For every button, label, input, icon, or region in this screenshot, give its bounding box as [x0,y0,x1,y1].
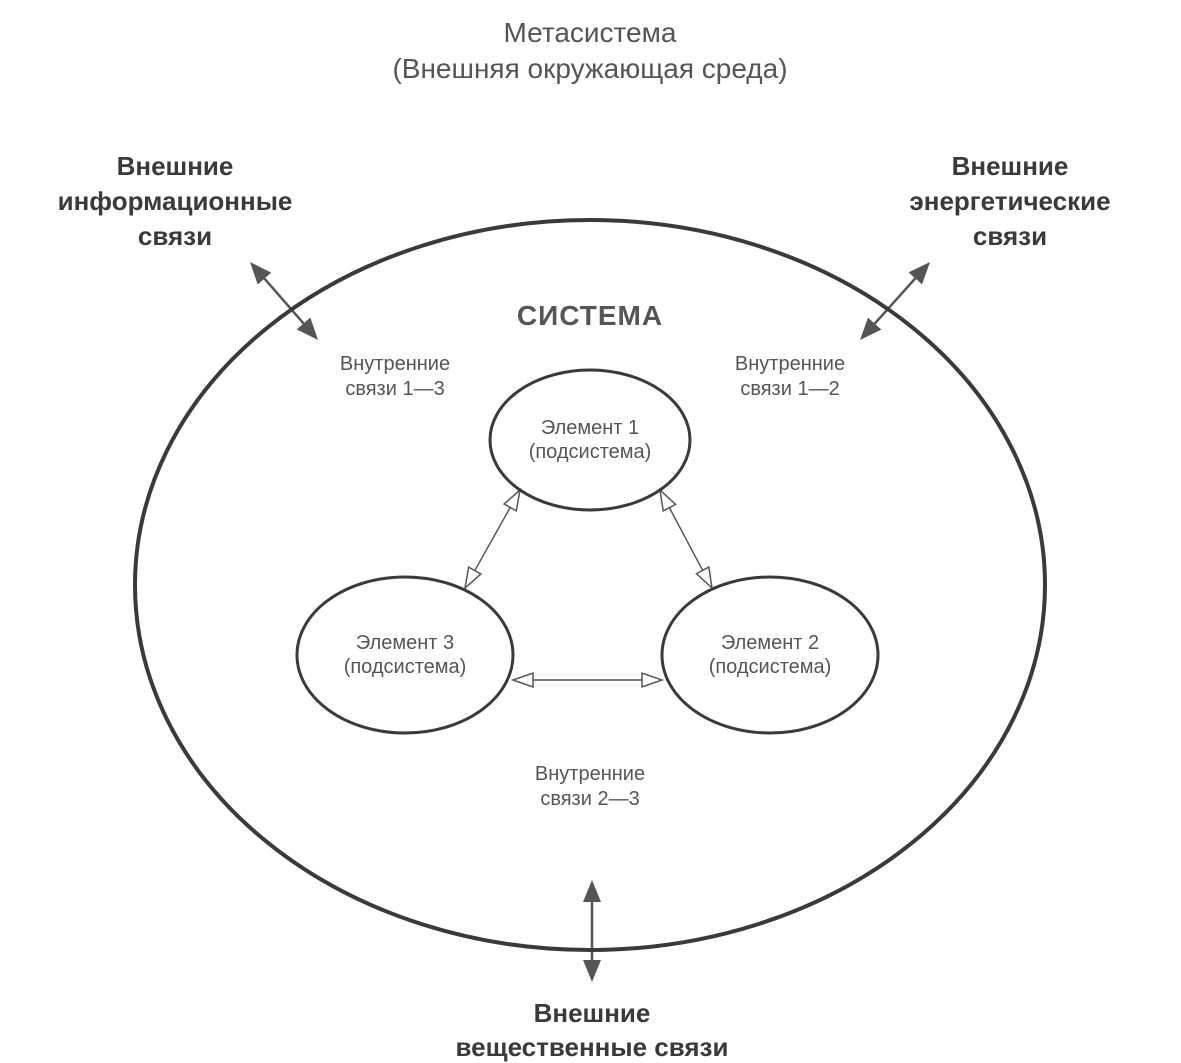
element-label: Элемент 3 [356,632,454,654]
internal-link-label: Внутренние [535,763,645,785]
svg-text:энергетические: энергетические [909,186,1110,216]
svg-text:связи 1—2: связи 1—2 [740,378,839,400]
svg-text:(подсистема): (подсистема) [344,656,467,678]
external-link-label: Внешние [952,151,1069,181]
element-node-e1: Элемент 1(подсистема) [490,370,690,510]
external-link-ext-info: Внешние информационные связи [58,151,318,340]
svg-text:(Внешняя окружающая среда): (Внешняя окружающая среда) [392,53,787,84]
element-label: Элемент 2 [721,632,819,654]
svg-text:(подсистема): (подсистема) [529,441,652,463]
internal-link-l23: Внутренние связи 2—3 [513,673,662,810]
svg-text:вещественные связи: вещественные связи [456,1032,729,1062]
external-link-ext-material: Внешние вещественные связи [456,880,729,1062]
system-boundary: СИСТЕМА [135,220,1045,950]
svg-text:связи: связи [973,221,1047,251]
external-link-label: Внешние [534,998,651,1028]
element-node-e3: Элемент 3(подсистема) [297,577,513,733]
svg-text:информационные: информационные [58,186,293,216]
svg-text:(подсистема): (подсистема) [709,656,832,678]
internal-link-l13: Внутренние связи 1—3 [340,353,520,588]
external-link-label: Внешние [117,151,234,181]
svg-text:связи 1—3: связи 1—3 [345,378,444,400]
svg-text:Метасистема: Метасистема [504,17,677,48]
external-link-ext-energy: Внешние энергетические связи [860,151,1111,340]
internal-link-l12: Внутренние связи 1—2 [660,353,845,588]
metasystem-title: Метасистема (Внешняя окружающая среда) [392,17,787,84]
system-label: СИСТЕМА [517,300,663,331]
internal-link-label: Внутренние [735,353,845,375]
element-label: Элемент 1 [541,417,639,439]
svg-text:связи 2—3: связи 2—3 [540,788,639,810]
element-node-e2: Элемент 2(подсистема) [662,577,878,733]
svg-text:связи: связи [138,221,212,251]
internal-link-label: Внутренние [340,353,450,375]
